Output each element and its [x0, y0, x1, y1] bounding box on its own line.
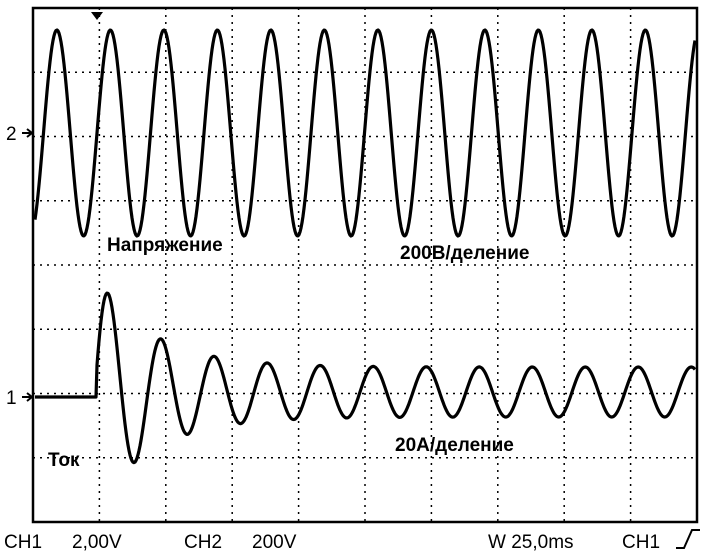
ch1-scale: 2,00V [72, 532, 122, 553]
current-scale-label: 20А/деление [395, 435, 514, 456]
ch2-ground-arrow [22, 128, 34, 138]
ch1-marker: 1 [6, 388, 17, 409]
ch2-scale: 200V [252, 532, 297, 553]
ch1-ground-arrow [22, 392, 34, 402]
grid [33, 8, 697, 522]
voltage-trace [33, 28, 697, 238]
ch2-label: CH2 [184, 532, 222, 553]
trigger-source: CH1 [622, 532, 660, 553]
ch2-marker: 2 [6, 124, 17, 145]
trigger-position-marker [91, 12, 103, 20]
trigger-slope-icon [676, 529, 700, 549]
timebase: W 25,0ms [488, 532, 574, 553]
voltage-scale-label: 200В/деление [400, 243, 529, 264]
current-trace [35, 291, 697, 465]
voltage-label: Напряжение [107, 235, 223, 256]
current-label: Ток [48, 450, 80, 471]
ch1-label: CH1 [4, 532, 42, 553]
